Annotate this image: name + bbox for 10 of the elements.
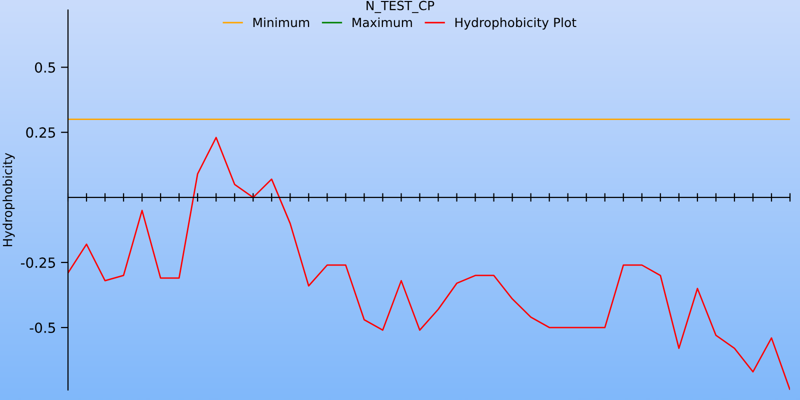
legend-label: Minimum xyxy=(253,18,310,28)
line-series xyxy=(68,136,790,390)
y-tick-label: -0.25 xyxy=(20,257,55,268)
y-tick-label: 0.5 xyxy=(35,62,55,73)
y-tick-label: -0.5 xyxy=(30,322,55,334)
legend-label: Maximum xyxy=(352,18,412,28)
chart-title: N_TEST_CP xyxy=(366,0,434,14)
y-tick-label: 0.25 xyxy=(26,127,55,138)
legend-label: Hydrophobicity Plot xyxy=(455,18,576,30)
y-axis-title: Hydrophobicity xyxy=(2,152,15,246)
